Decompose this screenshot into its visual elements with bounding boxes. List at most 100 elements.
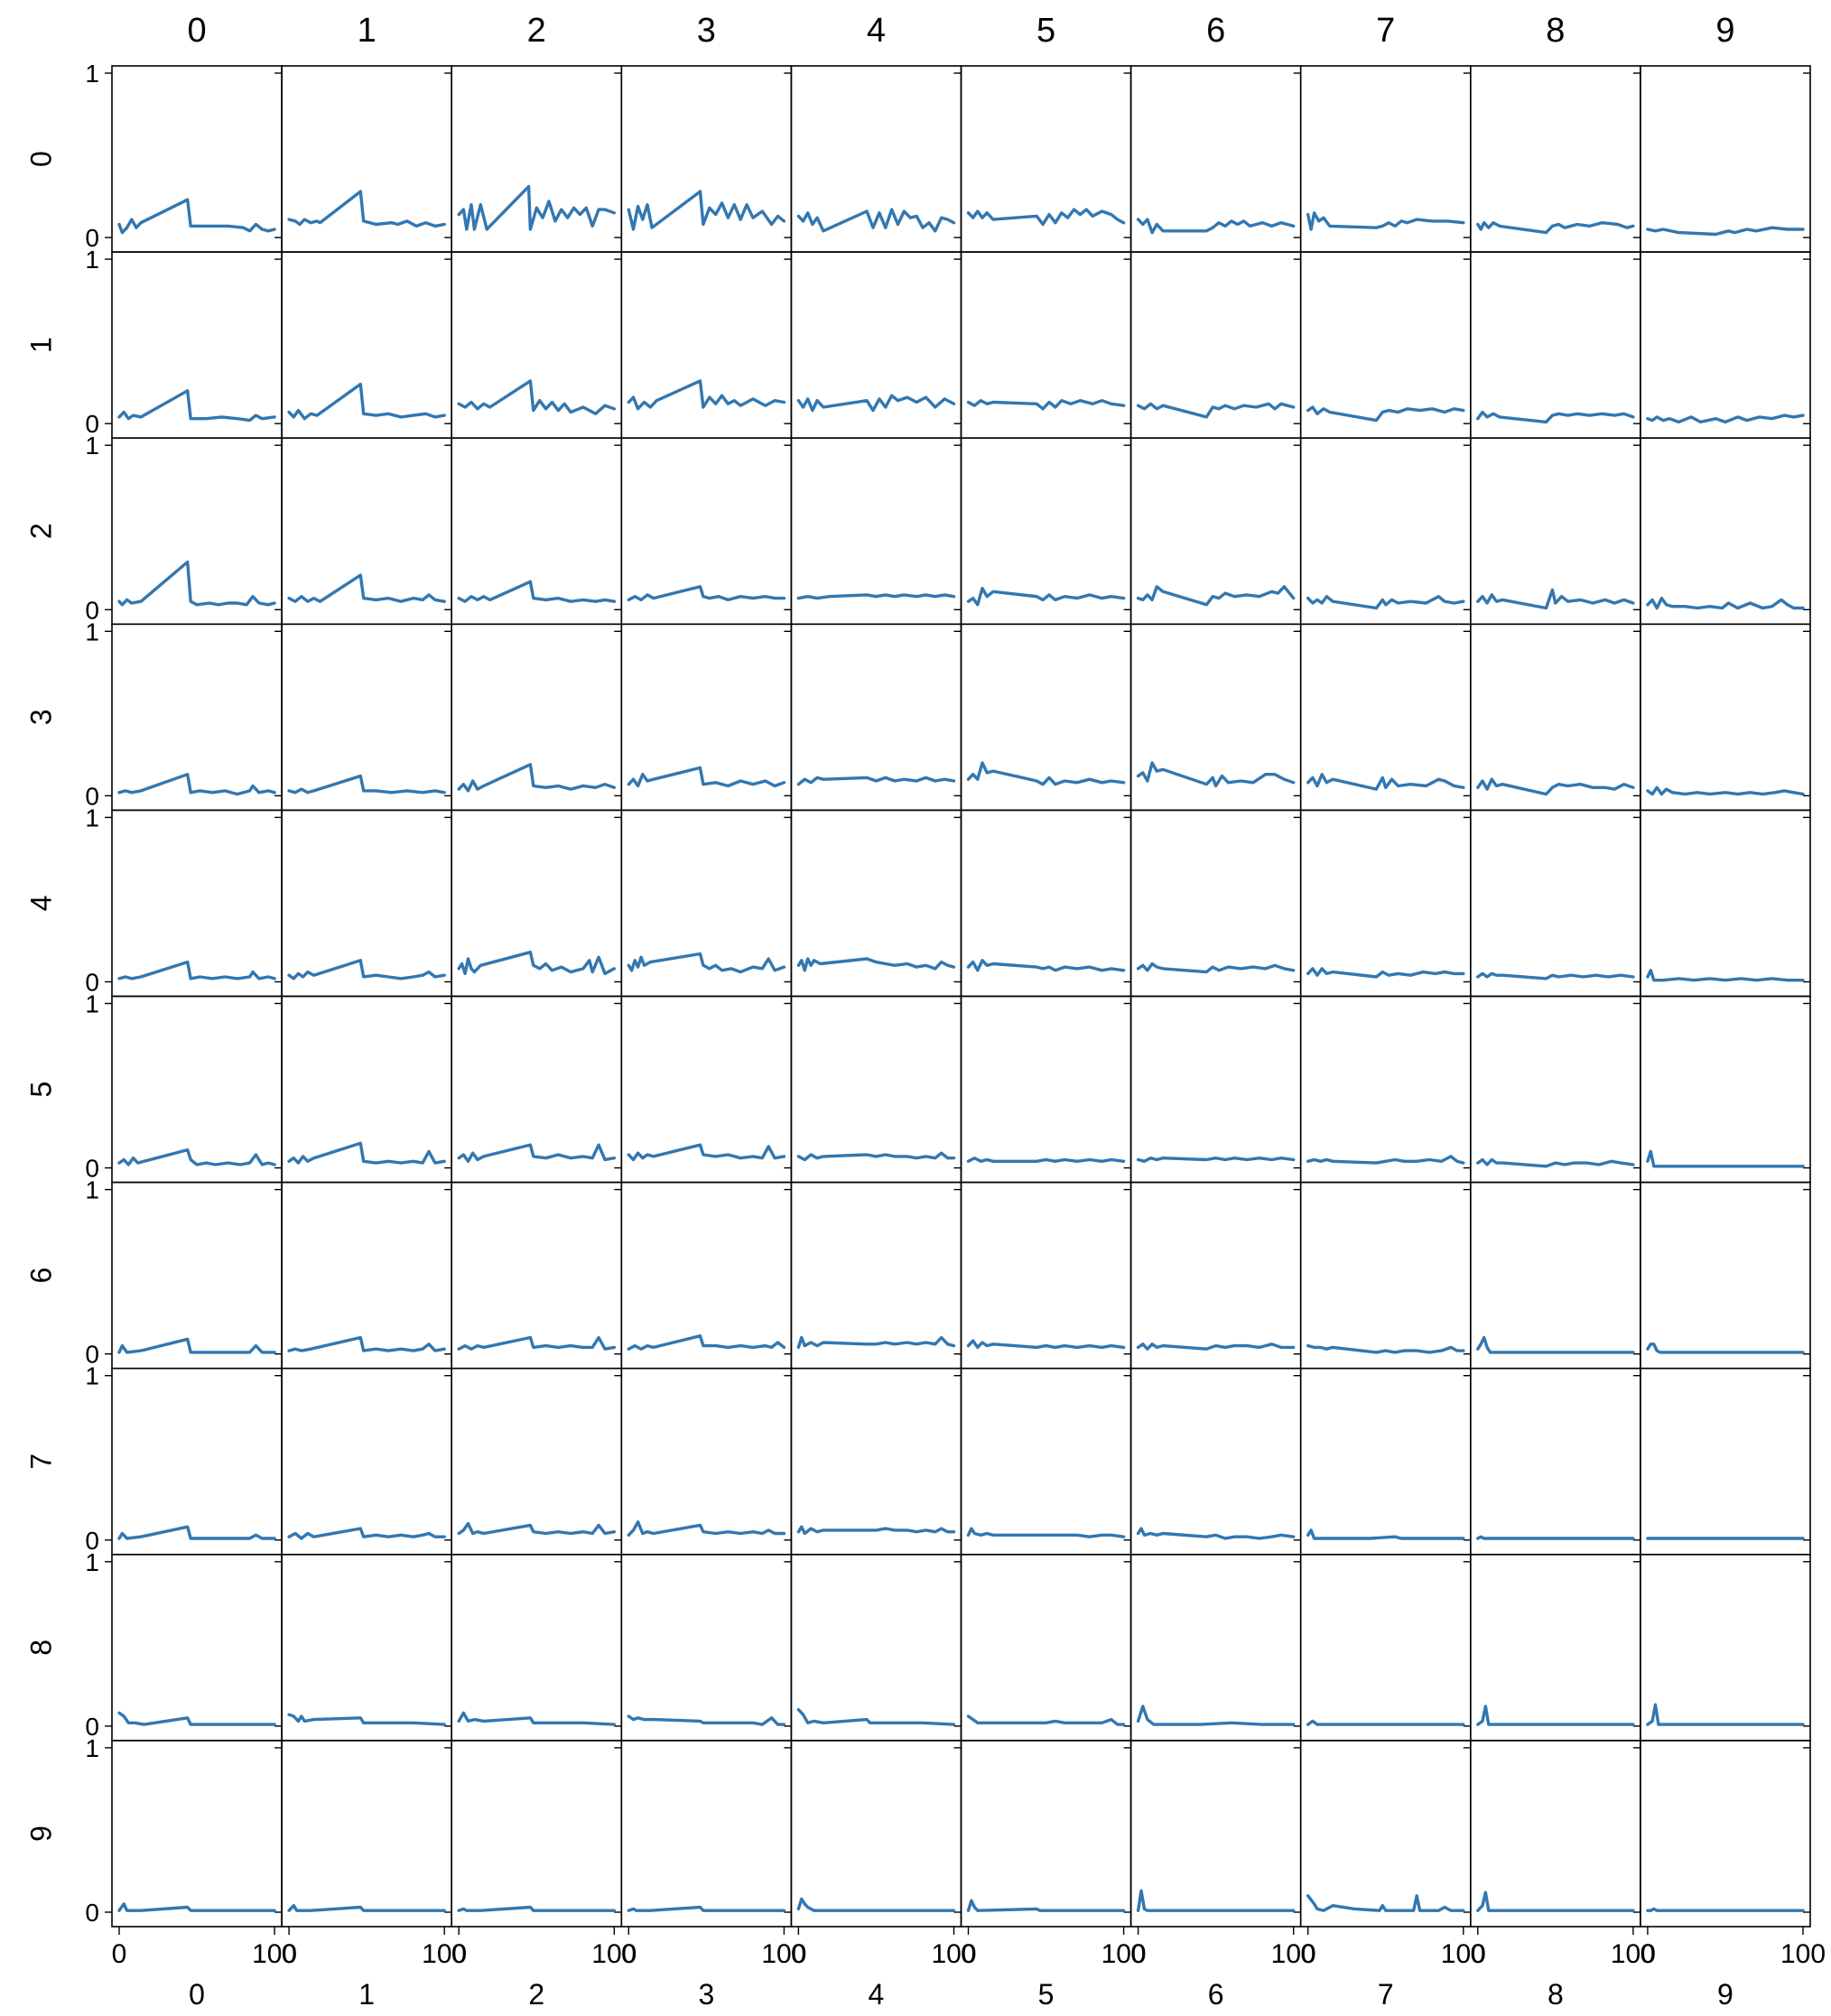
panel-r0-c7 <box>1299 65 1472 253</box>
series-line <box>457 950 616 976</box>
series-line <box>457 1143 616 1164</box>
series-line <box>627 190 786 231</box>
panel-frame <box>281 1367 453 1556</box>
series-line <box>796 1525 956 1536</box>
panel-r2-c5 <box>960 437 1132 626</box>
panel-frame <box>1299 1554 1472 1742</box>
series-line <box>1306 1343 1465 1354</box>
panel-frame <box>960 65 1132 253</box>
panel-r3-c8 <box>1470 623 1641 812</box>
col-label: 3 <box>697 12 716 50</box>
y-tick-label: 0 <box>85 1341 99 1369</box>
panel-r6-c4 <box>790 1181 962 1370</box>
panel-r4-c7 <box>1299 809 1472 998</box>
panel-frame <box>111 1367 283 1556</box>
panel-frame <box>451 1554 623 1742</box>
panel-frame <box>620 1740 793 1928</box>
panel-r8-c1 <box>281 1554 453 1742</box>
col-label: 1 <box>358 12 376 50</box>
x-tick-label: 100 <box>422 1939 467 1969</box>
row-label: 1 <box>24 337 57 353</box>
x-tick-label: 0 <box>791 1939 806 1969</box>
bottom-label: 8 <box>1548 1978 1564 2011</box>
series-line <box>117 389 276 423</box>
panel-frame <box>620 1554 793 1742</box>
panel-r2-c9 <box>1640 437 1811 626</box>
panel-r8-c5 <box>960 1554 1132 1742</box>
panel-frame <box>1129 1181 1302 1370</box>
panel-r7-c9 <box>1640 1367 1811 1556</box>
panel-r5-c3 <box>620 995 793 1184</box>
col-label: 9 <box>1715 12 1734 50</box>
panel-frame <box>451 1740 623 1928</box>
col-label: 0 <box>187 12 206 50</box>
panel-r3-c9 <box>1640 623 1811 812</box>
panel-r4-c9 <box>1640 809 1811 998</box>
panels-layer <box>111 65 1811 1928</box>
x-tick-label: 0 <box>1130 1939 1146 1969</box>
series-line <box>287 1141 446 1165</box>
panel-r2-c3 <box>620 437 793 626</box>
series-line <box>117 1902 276 1912</box>
y-tick-label: 1 <box>85 432 99 460</box>
series-line <box>287 1903 446 1912</box>
y-tick-label: 1 <box>85 1548 99 1576</box>
series-line <box>1136 1342 1296 1351</box>
series-line <box>457 763 616 793</box>
x-tick-label: 0 <box>1300 1939 1315 1969</box>
x-tick-label: 100 <box>1271 1939 1316 1969</box>
panel-frame <box>281 251 453 440</box>
col-label: 5 <box>1036 12 1055 50</box>
series-line <box>1136 1156 1296 1164</box>
series-line <box>1136 218 1296 235</box>
series-line <box>287 573 446 603</box>
panel-r0-c5 <box>960 65 1132 253</box>
series-line <box>627 1714 786 1726</box>
panel-r6-c6 <box>1129 1181 1302 1370</box>
y-tick-label: 0 <box>85 782 99 810</box>
panel-r1-c2 <box>451 251 623 440</box>
panel-r0-c3 <box>620 65 793 253</box>
series-line <box>1306 773 1465 791</box>
panel-frame <box>1470 1554 1641 1742</box>
panel-r8-c2 <box>451 1554 623 1742</box>
panel-r1-c1 <box>281 251 453 440</box>
col-label: 6 <box>1206 12 1225 50</box>
panel-r3-c6 <box>1129 623 1302 812</box>
panel-frame <box>281 809 453 998</box>
panel-frame <box>1640 437 1811 626</box>
panel-r5-c2 <box>451 995 623 1184</box>
panel-r7-c5 <box>960 1367 1132 1556</box>
y-tick-label: 1 <box>85 1734 99 1762</box>
panel-r0-c2 <box>451 65 623 253</box>
panel-r3-c0 <box>111 623 283 812</box>
panel-r0-c0 <box>111 65 283 253</box>
panel-frame <box>111 1554 283 1742</box>
series-line <box>117 773 276 796</box>
series-line <box>966 399 1126 411</box>
panel-r2-c2 <box>451 437 623 626</box>
col-label: 7 <box>1376 12 1395 50</box>
panel-r9-c5 <box>960 1740 1132 1928</box>
panel-frame <box>111 1740 283 1928</box>
panel-r7-c0 <box>111 1367 283 1556</box>
series-line <box>1646 969 1805 982</box>
x-tick-label: 100 <box>591 1939 637 1969</box>
panel-frame <box>620 251 793 440</box>
y-tick-label: 0 <box>85 1713 99 1741</box>
series-line <box>796 776 956 786</box>
panel-r1-c4 <box>790 251 962 440</box>
y-tick-label: 0 <box>85 596 99 624</box>
panel-frame <box>960 1367 1132 1556</box>
row-label: 0 <box>24 151 57 167</box>
series-line <box>966 1714 1126 1726</box>
panel-r4-c5 <box>960 809 1132 998</box>
panel-r4-c4 <box>790 809 962 998</box>
panel-frame <box>620 1367 793 1556</box>
panel-r5-c4 <box>790 995 962 1184</box>
series-line <box>1306 1528 1465 1540</box>
series-line <box>287 1335 446 1352</box>
x-tick-label: 100 <box>761 1939 806 1969</box>
series-line <box>1136 1705 1296 1726</box>
